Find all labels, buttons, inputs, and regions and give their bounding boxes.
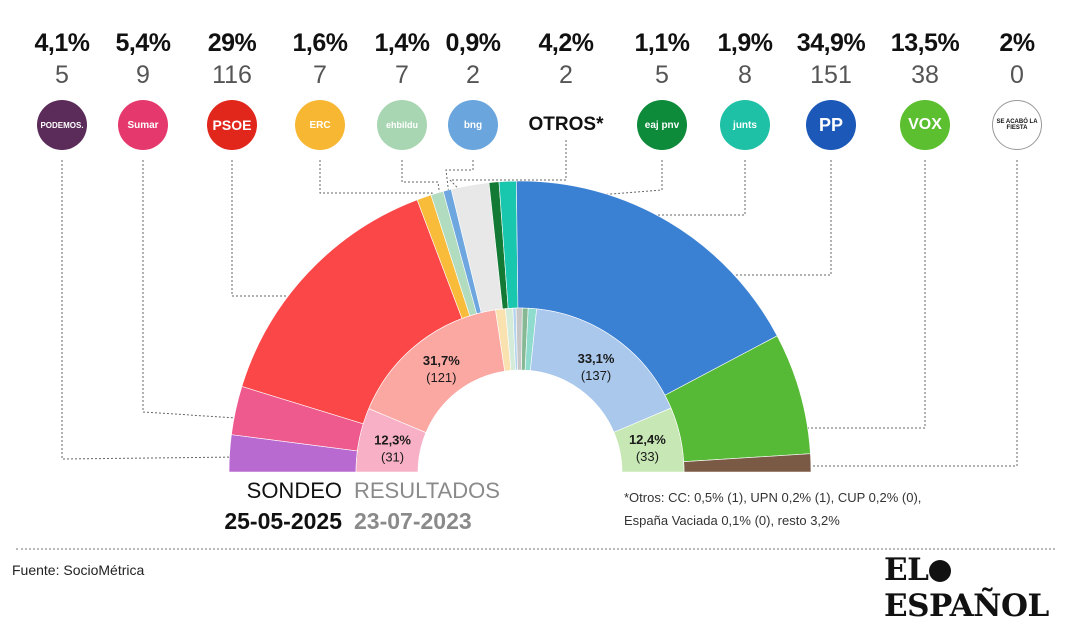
hemicycle-chart: 12,3% (31) 31,7% (121) 33,1% (137) 12,4% (33) (61, 140, 1018, 473)
party-column-erc: 1,6% 7 ERC (277, 26, 363, 150)
resultados-label: RESULTADOS (354, 478, 500, 503)
data-label-seats: (33) (636, 449, 659, 464)
leader-vox (766, 160, 926, 429)
party-seats: 9 (136, 61, 150, 89)
data-label-pct: 12,4% (629, 432, 666, 447)
party-logo-vox-icon: VOX (900, 100, 950, 150)
data-label-pct: 31,7% (423, 353, 460, 368)
resultados-ring (355, 307, 685, 473)
brand-right: ESPAÑOL (884, 588, 1049, 624)
party-pct: 13,5% (890, 29, 960, 57)
party-logo-junts-icon: junts (720, 100, 770, 150)
party-logo-erc-icon: ERC (295, 100, 345, 150)
party-column-psoe: 29% 116 PSOE (189, 26, 275, 150)
party-column-sumar: 5,4% 9 Sumar (100, 26, 186, 150)
sondeo-label: SONDEO (246, 478, 342, 503)
chart-figure: 12,3% (31) 31,7% (121) 33,1% (137) 12,4% (33) 4… (12, 26, 1060, 624)
party-logo-otros-icon: OTROS* (528, 114, 604, 135)
data-label-seats: (31) (381, 449, 404, 464)
resultados-data-labels: 12,3% (31) 31,7% (121) 33,1% (137) 12,4% (33) (374, 351, 666, 464)
others-footnote-line-1: *Otros: CC: 0,5% (1), UPN 0,2% (1), CUP … (624, 490, 922, 505)
party-pct: 4,2% (538, 29, 594, 57)
party-pct: 2% (999, 29, 1035, 57)
resultados-segment-vox (613, 407, 685, 473)
leader-podemos (61, 160, 281, 460)
leader-bng (445, 160, 474, 200)
party-column-vox: 13,5% 38 VOX (882, 26, 968, 150)
footer-divider (16, 548, 1055, 550)
party-logo-psoe-icon: PSOE (207, 100, 257, 150)
party-seats: 5 (655, 61, 669, 89)
el-espanol-logo: ELESPAÑOL (884, 552, 1071, 624)
party-pct: 5,4% (115, 29, 171, 57)
party-column-pp: 34,9% 151 PP (788, 26, 874, 150)
party-seats: 0 (1010, 61, 1024, 89)
party-column-otros: 4,2% 2 OTROS* (523, 26, 609, 140)
party-seats: 2 (466, 61, 480, 89)
party-logo-pnv-icon: eaj pnv (637, 100, 687, 150)
lion-icon (929, 560, 952, 582)
party-column-bng: 0,9% 2 bng (430, 26, 516, 150)
party-logo-sumar-icon: Sumar (118, 100, 168, 150)
sondeo-ring (228, 180, 812, 473)
party-seats: 151 (810, 61, 852, 89)
party-seats: 7 (395, 61, 409, 89)
party-column-pnv: 1,1% 5 eaj pnv (619, 26, 705, 150)
leader-bildu (401, 160, 442, 208)
party-pct: 1,9% (717, 29, 773, 57)
party-pct: 1,6% (292, 29, 348, 57)
party-seats: 38 (911, 61, 939, 89)
party-seats: 2 (559, 61, 573, 89)
party-pct: 34,9% (796, 29, 866, 57)
party-seats: 8 (738, 61, 752, 89)
party-pct: 0,9% (445, 29, 501, 57)
source-credit: Fuente: SocioMétrica (12, 562, 145, 578)
resultados-date: 23-07-2023 (354, 508, 472, 534)
party-pct: 1,1% (634, 29, 690, 57)
party-column-podemos: 4,1% 5 PODEMOS. (19, 26, 105, 150)
party-column-junts: 1,9% 8 junts (702, 26, 788, 150)
party-logo-pp-icon: PP (806, 100, 856, 150)
party-logo-salf-icon: SE ACABÓ LA FIESTA (992, 100, 1042, 150)
party-seats: 5 (55, 61, 69, 89)
leader-erc (319, 160, 433, 220)
leader-salf (800, 160, 1018, 467)
party-pct: 29% (207, 29, 257, 57)
data-label-seats: (121) (426, 370, 456, 385)
party-pct: 4,1% (34, 29, 90, 57)
party-pct: 1,4% (374, 29, 430, 57)
party-logo-bng-icon: bng (448, 100, 498, 150)
party-seats: 7 (313, 61, 327, 89)
party-column-salf: 2% 0 SE ACABÓ LA FIESTA (974, 26, 1060, 150)
sondeo-date: 25-05-2025 (224, 508, 342, 534)
brand-left: EL (884, 552, 929, 588)
leader-sumar (142, 160, 286, 422)
others-footnote-line-2: España Vaciada 0,1% (0), resto 3,2% (624, 513, 840, 528)
data-label-pct: 12,3% (374, 432, 411, 447)
party-logo-bildu-icon: ehbildu (377, 100, 427, 150)
data-label-seats: (137) (581, 368, 611, 383)
party-column-bildu: 1,4% 7 ehbildu (359, 26, 445, 150)
party-logo-podemos-icon: PODEMOS. (37, 100, 87, 150)
party-seats: 116 (212, 61, 252, 89)
data-label-pct: 33,1% (578, 351, 615, 366)
